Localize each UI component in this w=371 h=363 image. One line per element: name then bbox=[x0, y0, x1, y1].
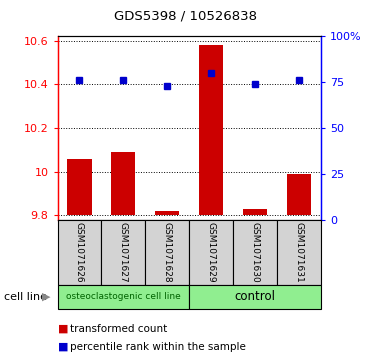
Bar bbox=[233, 220, 277, 285]
Text: osteoclastogenic cell line: osteoclastogenic cell line bbox=[66, 292, 181, 301]
Text: GSM1071628: GSM1071628 bbox=[163, 221, 172, 282]
Text: transformed count: transformed count bbox=[70, 323, 168, 334]
Bar bbox=[287, 174, 311, 215]
Text: GDS5398 / 10526838: GDS5398 / 10526838 bbox=[114, 9, 257, 22]
Text: GSM1071626: GSM1071626 bbox=[75, 221, 84, 282]
Text: percentile rank within the sample: percentile rank within the sample bbox=[70, 342, 246, 352]
Text: GSM1071629: GSM1071629 bbox=[207, 221, 216, 282]
Bar bbox=[68, 159, 92, 215]
Bar bbox=[189, 285, 321, 309]
Text: ■: ■ bbox=[58, 323, 68, 334]
Text: GSM1071630: GSM1071630 bbox=[250, 221, 260, 282]
Bar bbox=[189, 220, 233, 285]
Bar bbox=[277, 220, 321, 285]
Text: ▶: ▶ bbox=[42, 292, 50, 302]
Text: GSM1071631: GSM1071631 bbox=[295, 221, 303, 282]
Bar bbox=[243, 209, 267, 215]
Text: cell line: cell line bbox=[4, 292, 47, 302]
Text: control: control bbox=[234, 290, 276, 303]
Bar bbox=[155, 211, 179, 215]
Text: ■: ■ bbox=[58, 342, 68, 352]
Bar bbox=[58, 285, 189, 309]
Bar bbox=[145, 220, 189, 285]
Bar bbox=[111, 152, 135, 215]
Bar bbox=[199, 45, 223, 215]
Bar bbox=[58, 220, 101, 285]
Text: GSM1071627: GSM1071627 bbox=[119, 221, 128, 282]
Bar bbox=[101, 220, 145, 285]
